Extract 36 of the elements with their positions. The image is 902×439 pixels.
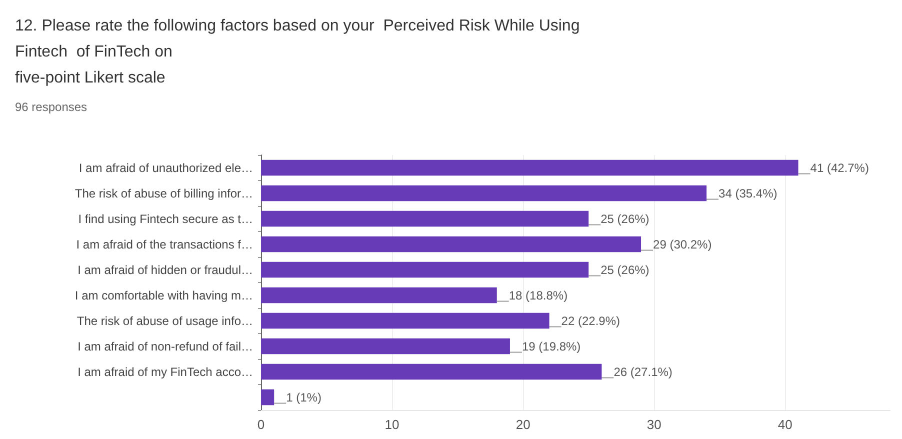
bar [261, 160, 798, 176]
data-label: 18 (18.8%) [508, 288, 568, 302]
data-label: 22 (22.9%) [561, 314, 620, 328]
bar [261, 185, 707, 202]
data-label: 25 (26%) [600, 212, 650, 226]
x-tick-label: 30 [646, 417, 662, 432]
x-tick-label: 0 [257, 417, 265, 432]
text: 96 responses [15, 100, 88, 114]
bar [261, 210, 589, 227]
bar [261, 389, 274, 406]
y-tick-label: The risk of abuse of usage info… [76, 314, 253, 328]
y-tick-label: I am afraid of unauthorized ele… [78, 160, 253, 175]
bar [261, 287, 497, 304]
data-label: 41 (42.7%) [810, 160, 869, 175]
bar [261, 236, 642, 252]
data-label: 1 (1%) [286, 390, 322, 404]
chart-title: 12. Please rate the following factors based on your Perceived Risk While Using Fintech of FinTech on five-point Likert scale [15, 18, 580, 86]
y-tick-label: The risk of abuse of billing infor… [74, 186, 253, 200]
x-tick-label: 10 [384, 417, 400, 432]
x-tick-label: 20 [516, 417, 530, 432]
y-tick-label: I find using Fintech secure as t… [78, 212, 253, 226]
y-tick-label: I am afraid of my FinTech acco… [78, 364, 253, 379]
bar [261, 338, 510, 354]
data-label: 19 (19.8%) [522, 339, 581, 354]
data-label: 34 (35.4%) [718, 186, 778, 200]
bar [261, 262, 589, 278]
x-tick-label: 40 [778, 417, 792, 432]
data-label: 25 (26%) [600, 262, 650, 277]
y-tick-label: I am afraid of non-refund of fail… [78, 339, 253, 354]
bar [261, 312, 550, 329]
y-tick-label: I am comfortable with having m… [74, 288, 253, 302]
y-tick-label: I am afraid of the transactions f… [76, 237, 253, 252]
data-label: 26 (27.1%) [614, 364, 672, 379]
bar [261, 364, 602, 380]
data-label: 29 (30.2%) [653, 237, 712, 252]
y-tick-label: I am afraid of hidden or fraudul… [78, 262, 253, 277]
